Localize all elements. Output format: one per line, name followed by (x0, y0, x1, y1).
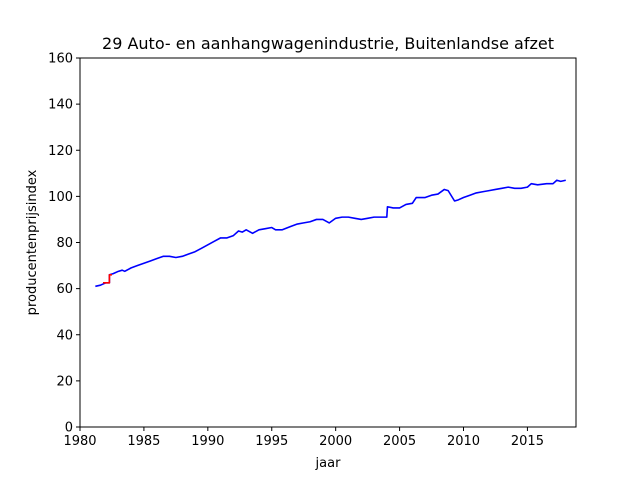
x-tick-label: 2000 (319, 434, 352, 449)
chart-title: 29 Auto- en aanhangwagenindustrie, Buite… (102, 34, 554, 53)
y-tick-label: 160 (48, 52, 73, 67)
y-tick-label: 80 (56, 236, 73, 251)
x-tick-label: 1990 (191, 434, 224, 449)
x-axis: 1980 1985 1990 1995 2000 2005 2010 2015 (63, 427, 544, 449)
y-tick-label: 0 (65, 421, 73, 436)
x-tick-label: 2015 (511, 434, 544, 449)
x-tick-label: 1985 (127, 434, 160, 449)
x-tick-label: 1980 (63, 434, 96, 449)
y-tick-label: 140 (48, 98, 73, 113)
y-tick-label: 60 (56, 282, 73, 297)
y-tick-label: 120 (48, 144, 73, 159)
y-tick-label: 20 (56, 374, 73, 389)
x-tick-label: 2005 (383, 434, 416, 449)
y-tick-label: 100 (48, 190, 73, 205)
x-axis-label: jaar (315, 456, 342, 471)
x-tick-label: 1995 (255, 434, 288, 449)
y-tick-label: 40 (56, 328, 73, 343)
series-line-1 (103, 273, 112, 284)
x-tick-label: 2010 (447, 434, 480, 449)
y-axis-label: producentenprijsindex (25, 169, 40, 315)
y-axis: 0 20 40 60 80 100 120 140 160 (48, 52, 80, 436)
series-lines (95, 179, 566, 288)
plot-area (80, 58, 576, 427)
series-line-0 (95, 179, 566, 288)
